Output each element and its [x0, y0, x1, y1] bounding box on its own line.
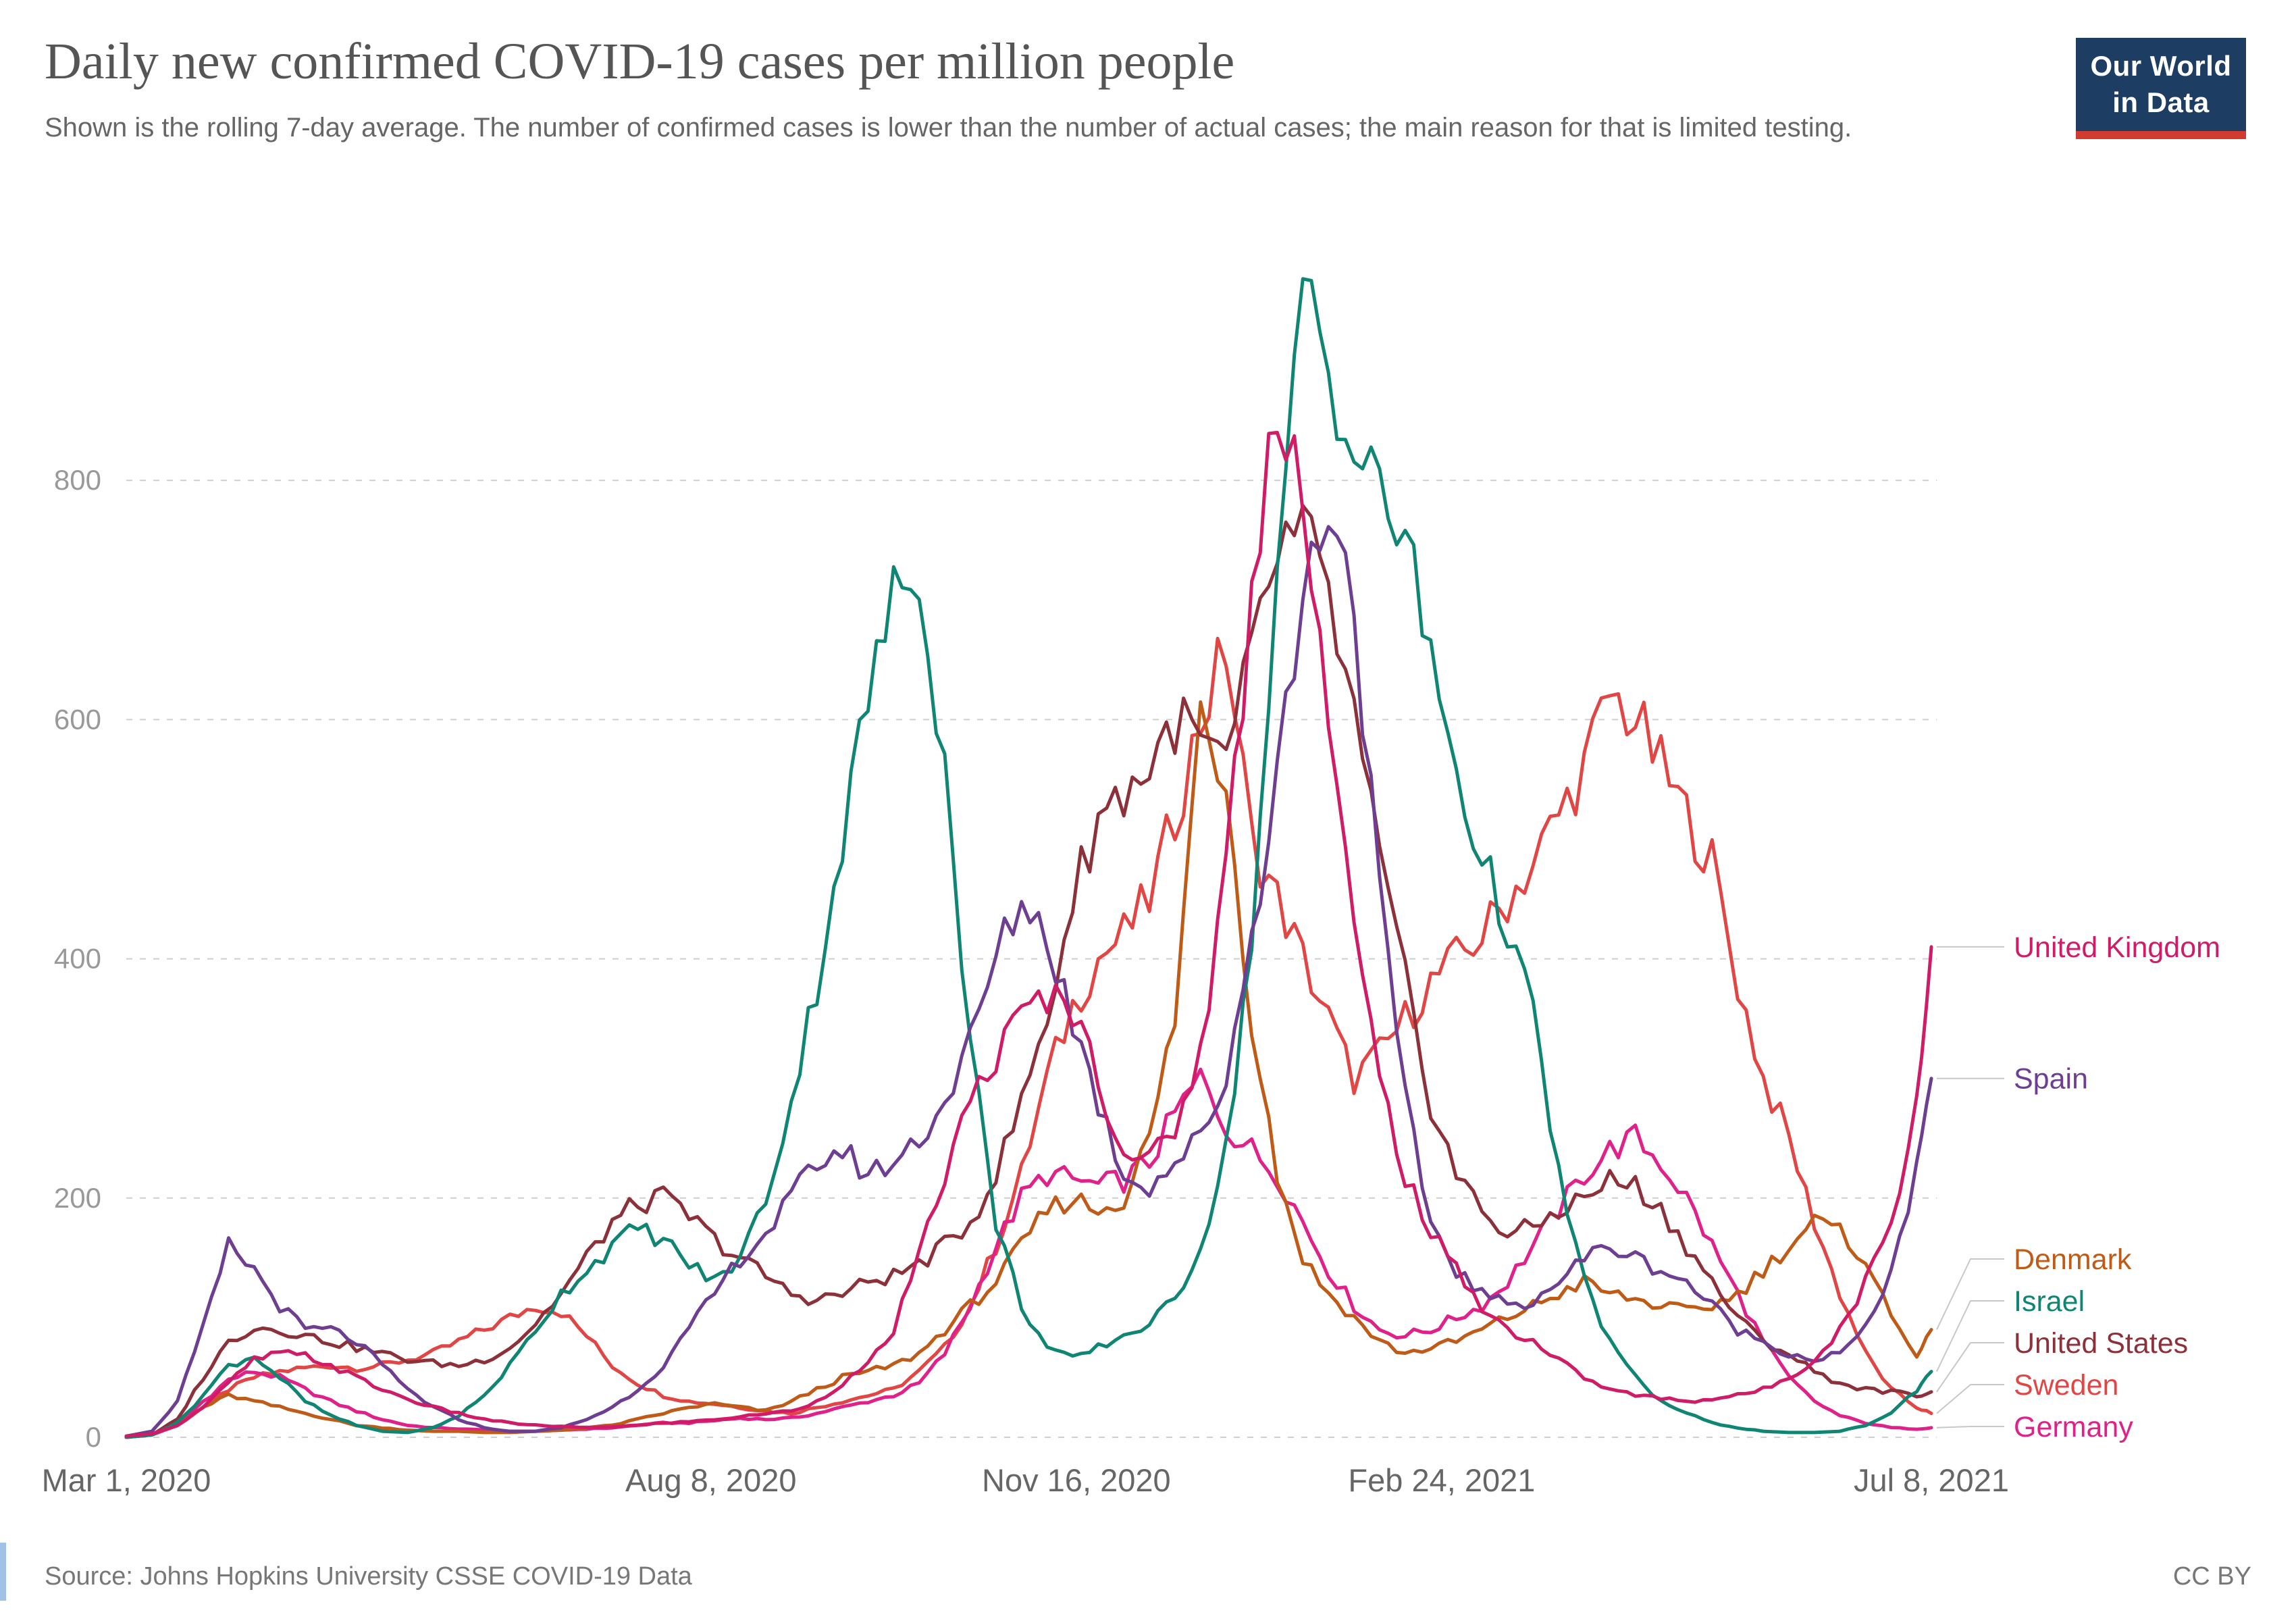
- page-title: Daily new confirmed COVID-19 cases per m…: [45, 33, 1235, 90]
- series-line-israel: [124, 277, 1933, 1439]
- series-line-united-states: [124, 504, 1933, 1439]
- owid-logo[interactable]: Our World in Data: [2076, 38, 2246, 139]
- series-label-germany[interactable]: Germany: [2014, 1411, 2133, 1443]
- series-label-united-states[interactable]: United States: [2014, 1327, 2188, 1360]
- series-label-israel[interactable]: Israel: [2014, 1285, 2085, 1318]
- y-tick-label-600: 600: [54, 703, 101, 735]
- x-tick-label-0: Mar 1, 2020: [42, 1462, 211, 1498]
- source-note: Source: Johns Hopkins University CSSE CO…: [45, 1562, 692, 1591]
- x-tick-label-2: Nov 16, 2020: [982, 1462, 1171, 1498]
- chart-subtitle: Shown is the rolling 7-day average. The …: [45, 113, 1852, 143]
- series-line-sweden: [124, 636, 1933, 1439]
- label-connector-germany: [1936, 1426, 2004, 1429]
- series-label-spain[interactable]: Spain: [2014, 1063, 2088, 1096]
- series-label-denmark[interactable]: Denmark: [2014, 1243, 2132, 1276]
- label-connector-sweden: [1936, 1384, 2004, 1414]
- y-tick-label-0: 0: [86, 1421, 101, 1453]
- label-connector-israel: [1936, 1300, 2004, 1372]
- x-tick-label-4: Jul 8, 2021: [1854, 1462, 2009, 1498]
- license-link[interactable]: CC BY: [2172, 1562, 2251, 1591]
- series-line-germany: [124, 1067, 1933, 1439]
- series-line-denmark: [124, 700, 1933, 1439]
- label-connector-united-states: [1936, 1342, 2004, 1393]
- y-tick-label-800: 800: [54, 464, 101, 496]
- chart-header: Daily new confirmed COVID-19 cases per m…: [45, 32, 2251, 147]
- footer-accent-bar: [0, 1543, 6, 1601]
- series-line-united-kingdom: [124, 430, 1933, 1438]
- logo-line1: Our World: [2090, 50, 2232, 82]
- series-label-sweden[interactable]: Sweden: [2014, 1369, 2118, 1401]
- y-tick-label-400: 400: [54, 943, 101, 975]
- x-tick-label-1: Aug 8, 2020: [625, 1462, 797, 1498]
- logo-line2: in Data: [2112, 86, 2210, 118]
- series-label-united-kingdom[interactable]: United Kingdom: [2014, 931, 2220, 964]
- x-tick-label-3: Feb 24, 2021: [1348, 1462, 1535, 1498]
- y-tick-label-200: 200: [54, 1182, 101, 1214]
- series-line-spain: [124, 525, 1933, 1438]
- label-connector-denmark: [1936, 1258, 2004, 1331]
